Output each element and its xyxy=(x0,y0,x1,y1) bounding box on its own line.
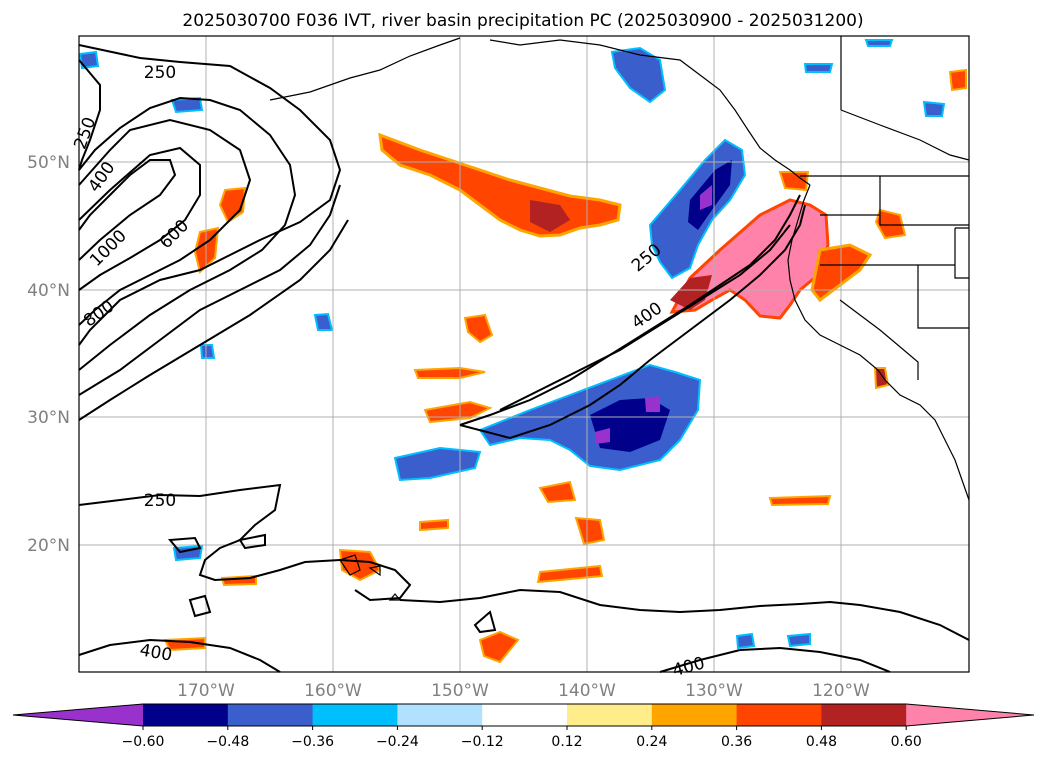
colorbar-tick-label: −0.12 xyxy=(461,734,504,750)
map: 250 250 400 1000 600 800 250 400 250 400… xyxy=(70,35,970,681)
precip-blob-red-2 xyxy=(530,200,570,232)
precip-blob-orange-7 xyxy=(413,366,486,379)
colorbar-tick-label: 0.60 xyxy=(891,734,922,750)
precip-blob-orange-15 xyxy=(873,367,890,390)
colorbar-tick-label: 0.48 xyxy=(806,734,837,750)
precip-blob-orange-4 xyxy=(218,186,247,224)
precip-blob-orange-17 xyxy=(948,68,967,92)
colorbar: −0.60 −0.48 −0.36 −0.24 −0.12 0.12 0.24 0.36 0.4… xyxy=(12,703,1035,750)
coastlines xyxy=(269,36,970,601)
lon-label: 150°W xyxy=(431,681,489,701)
precip-blob-purple-3 xyxy=(645,396,660,412)
colorbar-swatch xyxy=(567,704,653,726)
colorbar-swatch xyxy=(227,704,314,726)
longitude-labels: 170°W 160°W 150°W 140°W 130°W 120°W xyxy=(177,681,870,701)
precip-blob-orange-8 xyxy=(463,313,494,344)
precip-blob-orange-9 xyxy=(768,494,832,507)
colorbar-tick-label: 0.24 xyxy=(636,734,667,750)
precip-blob-orange-3 xyxy=(874,208,907,240)
precip-blob-orange-20 xyxy=(574,516,606,546)
precip-blob-orange-10 xyxy=(538,480,577,504)
lat-label: 30°N xyxy=(27,408,70,428)
precip-blob-purple-1 xyxy=(700,185,712,210)
precip-blob-blue-6 xyxy=(610,46,667,104)
lat-label: 20°N xyxy=(27,536,70,556)
colorbar-tick-label: 0.12 xyxy=(551,734,582,750)
colorbar-swatch xyxy=(482,704,568,726)
precip-blob-red-1 xyxy=(670,275,712,310)
contour-label: 250 xyxy=(144,63,176,83)
latitude-labels: 50°N 40°N 30°N 20°N xyxy=(27,153,70,556)
precip-blob-orange-12 xyxy=(338,548,382,582)
lat-label: 40°N xyxy=(27,281,70,301)
precip-blob-blue-7 xyxy=(922,100,946,117)
colorbar-swatch xyxy=(651,704,738,726)
colorbar-tick-label: −0.48 xyxy=(206,734,249,750)
precip-blob-blue-4 xyxy=(313,312,334,331)
precip-blob-blue-3 xyxy=(393,446,482,482)
colorbar-swatch xyxy=(821,704,907,726)
colorbar-swatch xyxy=(312,704,398,726)
precip-blob-blue-8 xyxy=(803,63,834,73)
precip-positive-fields xyxy=(163,68,967,664)
colorbar-extend-min xyxy=(13,704,143,726)
contour-labels: 250 250 400 1000 600 800 250 400 250 400… xyxy=(70,63,707,681)
lon-label: 140°W xyxy=(558,681,616,701)
colorbar-swatch xyxy=(397,704,483,726)
lon-label: 160°W xyxy=(304,681,362,701)
colorbar-tick-label: −0.60 xyxy=(122,734,165,750)
precip-blob-blue-9 xyxy=(864,39,894,47)
colorbar-swatch xyxy=(143,704,229,726)
lon-label: 170°W xyxy=(177,681,235,701)
precip-blob-blue-11 xyxy=(735,632,756,650)
lon-label: 130°W xyxy=(685,681,743,701)
colorbar-extend-max xyxy=(906,704,1034,726)
lon-label: 120°W xyxy=(812,681,870,701)
colorbar-swatch xyxy=(736,704,822,726)
precip-blob-pink xyxy=(669,198,830,320)
precip-blob-blue-13 xyxy=(199,344,216,359)
map-frame xyxy=(78,35,970,673)
precip-blob-purple-2 xyxy=(595,428,610,444)
precip-blob-blue-12 xyxy=(786,632,811,648)
figure-title: 2025030700 F036 IVT, river basin precipi… xyxy=(182,11,863,31)
contour-label: 250 xyxy=(144,491,176,511)
colorbar-tick-label: −0.36 xyxy=(291,734,334,750)
precip-blob-orange-11 xyxy=(536,564,604,584)
colorbar-tick-label: −0.24 xyxy=(376,734,419,750)
colorbar-tick-label: 0.36 xyxy=(721,734,752,750)
ivt-contours xyxy=(78,44,970,673)
precip-blob-orange-13 xyxy=(478,630,520,664)
lat-label: 50°N xyxy=(27,153,70,173)
precip-blob-orange-19 xyxy=(419,518,449,532)
